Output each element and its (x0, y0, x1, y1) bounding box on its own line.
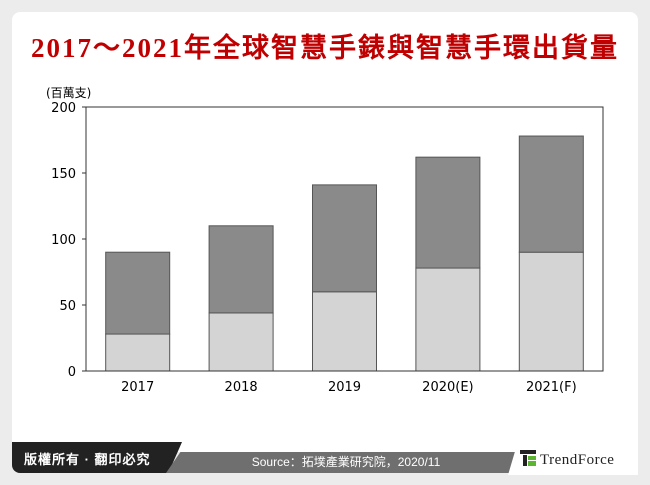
bar-segment-2021(F)-series-2 (518, 135, 584, 253)
bar-segment-2017-series-1 (105, 333, 171, 372)
trendforce-logo-text: TrendForce (540, 452, 615, 468)
footer-copyright-band (12, 442, 182, 473)
x-tick-label: 2019 (328, 380, 361, 395)
x-tick-label: 2017 (121, 380, 154, 395)
y-tick-label: 100 (51, 233, 76, 248)
y-tick-label: 50 (59, 299, 76, 314)
copyright-text: 版權所有 · 翻印必究 (24, 452, 151, 467)
bar-segment-2018-series-1 (208, 312, 274, 372)
bar-segment-2017-series-2 (105, 251, 171, 335)
bar-segment-2021(F)-series-1 (518, 251, 584, 372)
y-tick-label: 150 (51, 167, 76, 182)
bar-segment-2020(E)-series-1 (415, 267, 481, 372)
bar-segment-2018-series-2 (208, 225, 274, 314)
trendforce-logo-icon (520, 450, 536, 466)
x-axis: 2017 2018 2019 2020(E) 2021(F) (121, 380, 577, 395)
source-text: Source：拓墣產業研究院，2020/11 (251, 455, 441, 469)
page-title: 2017～2021年全球智慧手錶與智慧手環出貨量 (31, 33, 619, 63)
y-tick-label: 200 (51, 101, 76, 116)
bar-segment-2019-series-1 (312, 291, 377, 372)
plot-frame (85, 106, 604, 372)
x-tick-label: 2018 (225, 380, 258, 395)
y-unit-label: (百萬支) (46, 86, 91, 100)
y-axis: 0 50 100 150 200 (51, 101, 86, 380)
footer-source-band (166, 452, 526, 473)
bar-segment-2019-series-2 (312, 184, 377, 293)
x-tick-label: 2021(F) (526, 380, 577, 395)
bars (105, 135, 584, 372)
y-tick-label: 0 (68, 365, 76, 380)
bar-segment-2020(E)-series-2 (415, 156, 481, 269)
x-tick-label: 2020(E) (422, 380, 473, 395)
